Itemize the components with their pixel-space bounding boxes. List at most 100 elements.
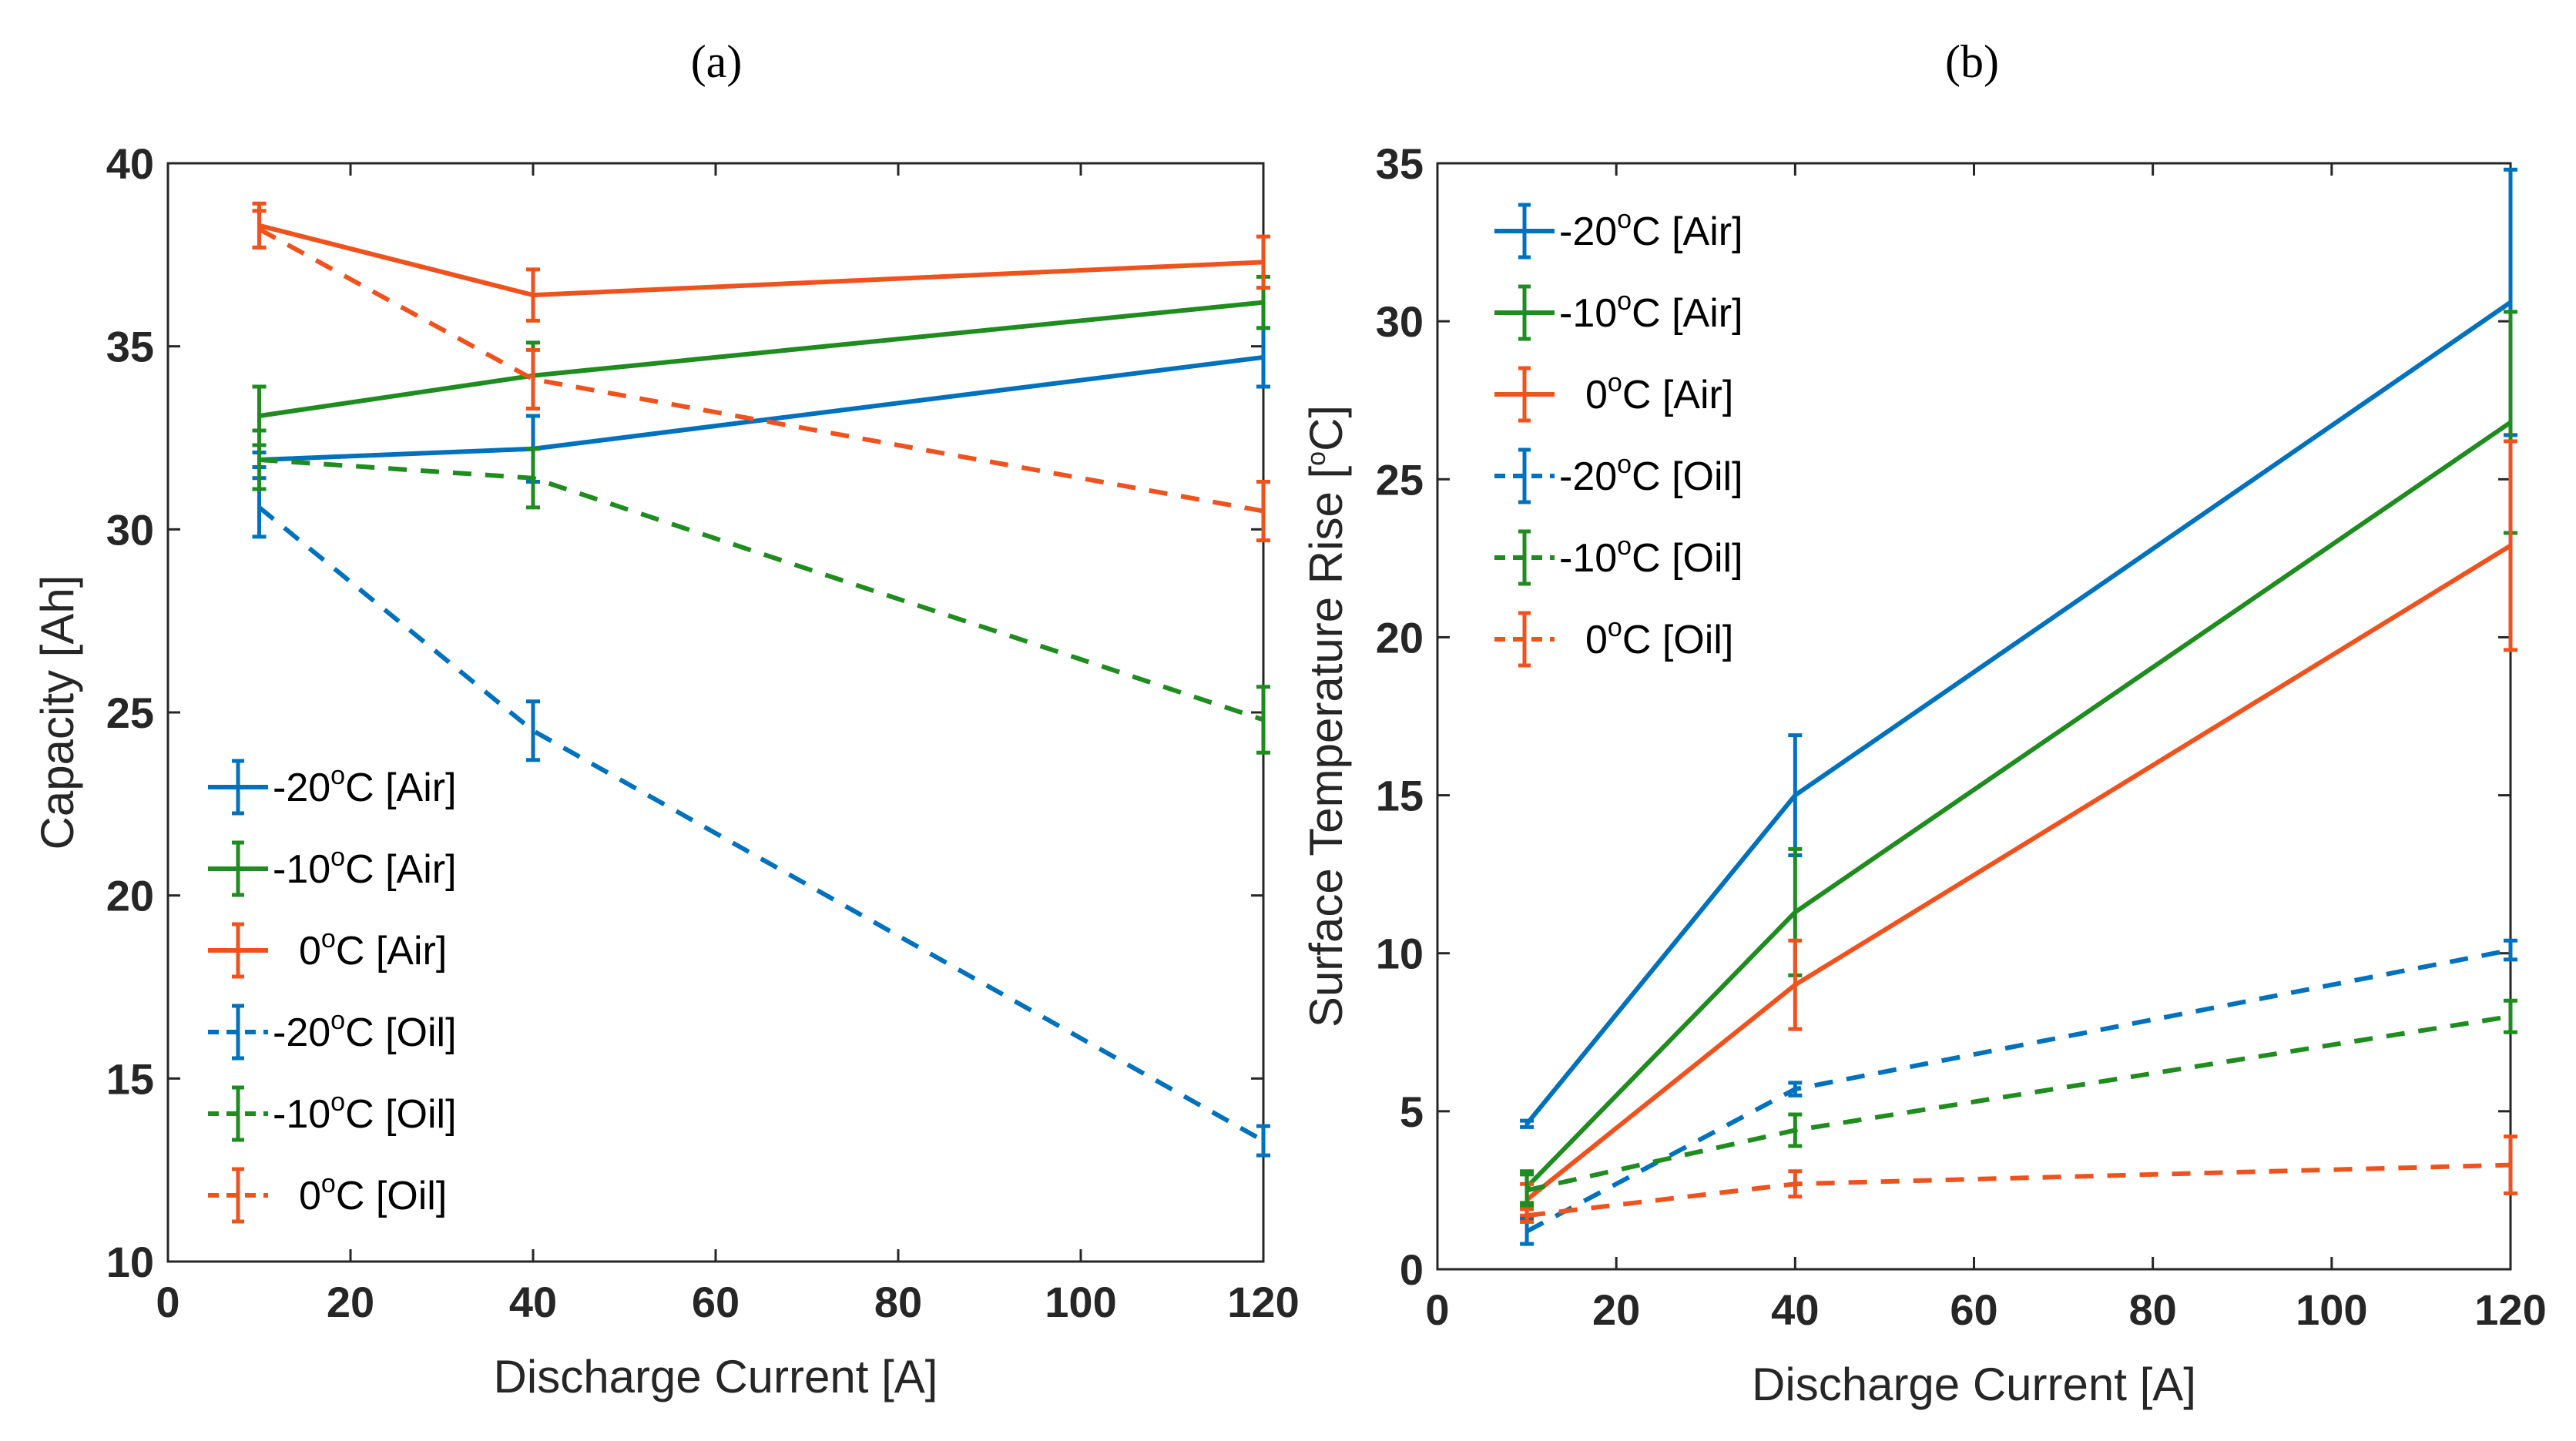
legend-label: -10oC [Air] bbox=[273, 843, 457, 892]
legend-label-part: -10 bbox=[1559, 536, 1617, 581]
y-tick-label: 30 bbox=[1376, 297, 1424, 346]
legend-label: -20oC [Air] bbox=[1559, 205, 1743, 254]
legend-label-part: -10 bbox=[273, 847, 330, 892]
y-tick-label: 35 bbox=[1376, 139, 1424, 188]
legend-entry: 0oC [Air] bbox=[208, 922, 447, 979]
panel-b-temperature-chart: (b) 0 20 40 60 80 100 120 0 5 10 15 20 25 30 35 Dischar… bbox=[1300, 36, 2547, 1410]
series-4 bbox=[252, 428, 1270, 755]
error-bar bbox=[1256, 234, 1270, 290]
error-bar bbox=[526, 267, 540, 323]
legend-label-part: C [Oil] bbox=[1632, 536, 1742, 581]
series-3 bbox=[1520, 938, 2517, 1246]
legend-entry: 0oC [Oil] bbox=[1494, 611, 1733, 668]
y-axis-label-part: Surface Temperature Rise [ bbox=[1300, 466, 1352, 1028]
x-tick-label: 0 bbox=[156, 1278, 179, 1326]
legend-label-part: -20 bbox=[273, 766, 330, 810]
y-tick-label: 35 bbox=[106, 323, 154, 371]
error-bar bbox=[1256, 480, 1270, 543]
y-tick-label: 25 bbox=[1376, 455, 1424, 504]
error-bar bbox=[2504, 1134, 2517, 1196]
panel-b-label: (b) bbox=[1945, 36, 1999, 87]
legend-label-part: -10 bbox=[1559, 291, 1617, 336]
legend-entry: -10oC [Air] bbox=[1494, 284, 1743, 341]
series-line bbox=[257, 505, 1265, 1143]
legend-entry: 0oC [Air] bbox=[1494, 366, 1733, 423]
legend-label-part: -10 bbox=[273, 1092, 330, 1137]
legend-entry: -10oC [Oil] bbox=[1494, 529, 1743, 586]
x-tick-label: 40 bbox=[509, 1278, 557, 1326]
series-line bbox=[258, 223, 1264, 298]
x-tick-label: 60 bbox=[692, 1278, 740, 1326]
legend-entry: -10oC [Air] bbox=[208, 840, 457, 897]
y-tick-label: 40 bbox=[106, 139, 154, 188]
x-tick-label: 100 bbox=[1045, 1278, 1116, 1326]
legend-label-part: 0 bbox=[1585, 373, 1608, 417]
y-tick-label: 10 bbox=[1376, 930, 1424, 978]
legend-label-part: C [Oil] bbox=[1622, 618, 1733, 662]
legend-label-part: -20 bbox=[1559, 209, 1617, 254]
legend-label-part: C [Air] bbox=[1632, 209, 1742, 254]
legend-label-superscript: o bbox=[321, 924, 336, 953]
series-1 bbox=[1520, 310, 2517, 1205]
legend-entry: -20oC [Oil] bbox=[1494, 447, 1743, 504]
x-axis-label: Discharge Current [A] bbox=[494, 1351, 938, 1402]
legend-label-superscript: o bbox=[1617, 450, 1632, 479]
legend-label: -20oC [Air] bbox=[273, 761, 457, 810]
legend-label-superscript: o bbox=[1608, 368, 1622, 397]
error-bar bbox=[2504, 998, 2517, 1034]
legend-label-part: 0 bbox=[1585, 618, 1608, 662]
y-tick-label: 0 bbox=[1400, 1245, 1424, 1294]
x-tick-label: 100 bbox=[2296, 1285, 2367, 1334]
legend-label-part: -20 bbox=[273, 1010, 330, 1055]
y-tick-label: 15 bbox=[1376, 772, 1424, 820]
series-line bbox=[259, 300, 1264, 418]
x-tick-label: 20 bbox=[327, 1278, 374, 1326]
y-axis-label-part: C] bbox=[1300, 405, 1352, 451]
series-line bbox=[259, 457, 1264, 722]
legend-label-part: -20 bbox=[1559, 454, 1617, 499]
error-bar bbox=[526, 699, 540, 762]
legend-label: 0oC [Oil] bbox=[299, 1169, 447, 1218]
error-bar bbox=[252, 209, 267, 250]
legend-entry: -20oC [Oil] bbox=[208, 1004, 457, 1061]
legend-entry: -20oC [Air] bbox=[208, 759, 457, 816]
y-tick-label: 20 bbox=[1376, 613, 1424, 662]
error-bar bbox=[1256, 1124, 1270, 1158]
panel-a-label: (a) bbox=[691, 36, 743, 87]
legend-label-part: C [Oil] bbox=[345, 1010, 456, 1055]
legend-label-superscript: o bbox=[330, 843, 345, 872]
legend-label-superscript: o bbox=[1608, 613, 1622, 642]
y-axis-label: Capacity [Ah] bbox=[32, 575, 83, 850]
legend-label: -20oC [Oil] bbox=[1559, 450, 1743, 499]
error-bar bbox=[1788, 938, 1803, 1031]
error-bar bbox=[1788, 1112, 1803, 1148]
legend-label: 0oC [Oil] bbox=[1585, 613, 1733, 662]
y-tick-label: 25 bbox=[106, 689, 154, 737]
x-tick-label: 120 bbox=[1227, 1278, 1299, 1326]
error-bar bbox=[2504, 439, 2517, 652]
y-axis-label-superscript: o bbox=[1302, 451, 1331, 466]
legend-label-part: 0 bbox=[299, 1174, 321, 1218]
legend-label-superscript: o bbox=[330, 1006, 345, 1035]
x-axis-label: Discharge Current [A] bbox=[1752, 1359, 2196, 1410]
y-tick-label: 30 bbox=[106, 505, 154, 554]
error-bar bbox=[1256, 685, 1270, 755]
legend-label-part: C [Oil] bbox=[345, 1092, 456, 1137]
series-4 bbox=[1520, 998, 2517, 1208]
legend-label-superscript: o bbox=[321, 1169, 336, 1198]
error-bar bbox=[2504, 938, 2517, 962]
series-2 bbox=[252, 201, 1270, 323]
legend-label-part: C [Oil] bbox=[1632, 454, 1742, 499]
legend-label-part: C [Air] bbox=[336, 929, 447, 974]
series-line bbox=[1526, 1014, 2511, 1193]
y-tick-label: 10 bbox=[106, 1238, 154, 1286]
series-5 bbox=[1520, 1134, 2517, 1224]
error-bar bbox=[1788, 733, 1803, 858]
legend-label: 0oC [Air] bbox=[1585, 368, 1733, 417]
series-line bbox=[258, 226, 1264, 514]
legend-label: -10oC [Oil] bbox=[1559, 531, 1743, 581]
legend-entry: 0oC [Oil] bbox=[208, 1167, 447, 1224]
legend-label-superscript: o bbox=[330, 761, 345, 790]
legend-label-part: C [Air] bbox=[345, 766, 456, 810]
x-tick-label: 0 bbox=[1425, 1285, 1449, 1334]
